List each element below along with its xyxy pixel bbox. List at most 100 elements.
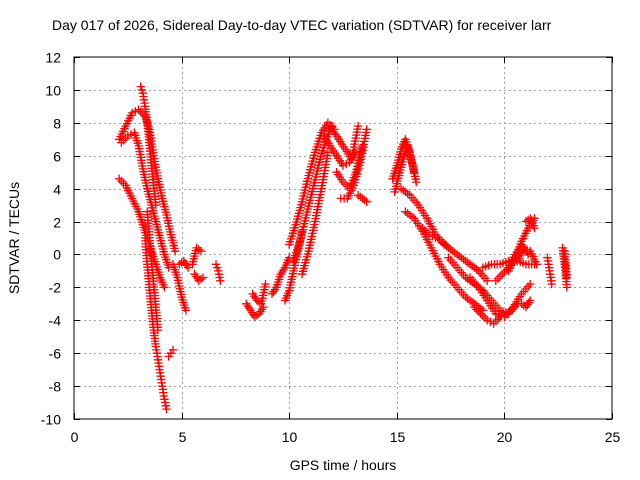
data-point [362, 197, 371, 206]
y-tick-label: 0 [53, 247, 61, 263]
data-point [532, 260, 541, 269]
series-arc-1h [168, 260, 191, 315]
data-point [168, 345, 178, 355]
series-arc-3o [543, 253, 556, 289]
series-arc-3g [465, 273, 535, 322]
y-tick-label: -8 [49, 379, 62, 395]
data-point [547, 279, 556, 289]
data-point [526, 279, 535, 289]
data-point [160, 398, 170, 407]
data-point [261, 279, 270, 289]
series-arc-3b [390, 141, 421, 197]
data-point [495, 312, 505, 322]
y-tick-label: -10 [41, 412, 61, 428]
data-point [299, 222, 308, 231]
data-point [562, 283, 571, 292]
data-layer [115, 82, 571, 414]
grid-layer [74, 57, 612, 419]
data-point [211, 260, 221, 269]
data-point [310, 175, 320, 185]
series-arc-2c [267, 253, 294, 299]
series-arc-3l [513, 243, 541, 269]
data-point [530, 223, 539, 233]
tick-layer [74, 57, 613, 420]
series-arc-1c [136, 82, 160, 210]
x-tick-label: 5 [179, 429, 187, 445]
series-arc-1g [164, 345, 178, 361]
series-arc-1j [188, 243, 206, 269]
data-point [526, 296, 535, 305]
data-point [153, 325, 163, 335]
series-arc-1i [175, 256, 193, 272]
data-point [306, 238, 315, 247]
series-arc-1f [143, 207, 163, 335]
x-tick-labels: 0 5 10 15 20 25 [71, 429, 621, 445]
x-tick-label: 10 [282, 429, 298, 445]
data-point [313, 164, 323, 173]
data-point [308, 229, 317, 238]
data-point [309, 223, 318, 232]
y-axis-title: SDTVAR / TECUs [6, 182, 22, 294]
data-point [431, 233, 440, 243]
y-tick-label: 4 [53, 182, 61, 198]
chart-title: Day 017 of 2026, Sidereal Day-to-day VTE… [52, 17, 552, 33]
data-point [198, 273, 208, 282]
series-arc-2k [332, 141, 367, 193]
data-point [215, 273, 224, 282]
data-point [126, 130, 136, 139]
y-tick-labels: -10 -8 -6 -4 -2 0 2 4 6 8 10 12 [41, 50, 61, 428]
data-point [428, 232, 437, 241]
data-point [216, 276, 225, 285]
data-point [170, 247, 180, 256]
series-arc-3d [401, 207, 488, 315]
series-arc-1d [115, 174, 169, 292]
data-point [358, 141, 367, 151]
data-point [305, 199, 314, 208]
data-point [212, 263, 222, 272]
series-arc-1k [190, 270, 208, 285]
data-point [214, 270, 224, 279]
x-tick-label: 20 [497, 429, 513, 445]
data-point [308, 187, 317, 196]
data-point [412, 177, 421, 187]
series-arc-3q [560, 247, 571, 282]
series-arc-2a [242, 299, 268, 322]
y-tick-label: 8 [53, 116, 61, 132]
data-point [362, 125, 371, 134]
series-arc-2e [285, 118, 339, 249]
x-axis-title: GPS time / hours [290, 457, 397, 473]
data-point [305, 244, 314, 253]
series-arc-3m [517, 296, 535, 312]
data-point [161, 401, 170, 410]
series-arc-1b [117, 128, 173, 272]
series-arc-3n [521, 214, 539, 233]
y-tick-label: -6 [49, 346, 62, 362]
data-point [301, 183, 310, 192]
y-tick-label: -4 [49, 313, 62, 329]
data-point [444, 243, 453, 253]
series-arc-2b [248, 279, 270, 308]
data-point [483, 276, 492, 285]
y-tick-label: 6 [53, 149, 61, 165]
series-arc-1l [211, 260, 225, 285]
data-point [353, 121, 363, 131]
x-tick-label: 0 [71, 429, 79, 445]
data-point [160, 395, 169, 404]
data-point [302, 210, 311, 220]
data-point [181, 306, 191, 315]
data-point [151, 200, 160, 210]
y-tick-label: 2 [53, 215, 61, 231]
data-point [214, 266, 223, 276]
series-arc-2f [289, 121, 337, 266]
data-point [160, 283, 169, 292]
data-point [127, 108, 137, 118]
plot-area-frame [73, 56, 613, 420]
data-point [183, 263, 193, 272]
series-arc-2i [328, 121, 363, 164]
y-tick-label: -2 [49, 280, 62, 296]
data-point [298, 194, 307, 204]
x-tick-label: 25 [605, 429, 621, 445]
data-point [338, 161, 348, 170]
